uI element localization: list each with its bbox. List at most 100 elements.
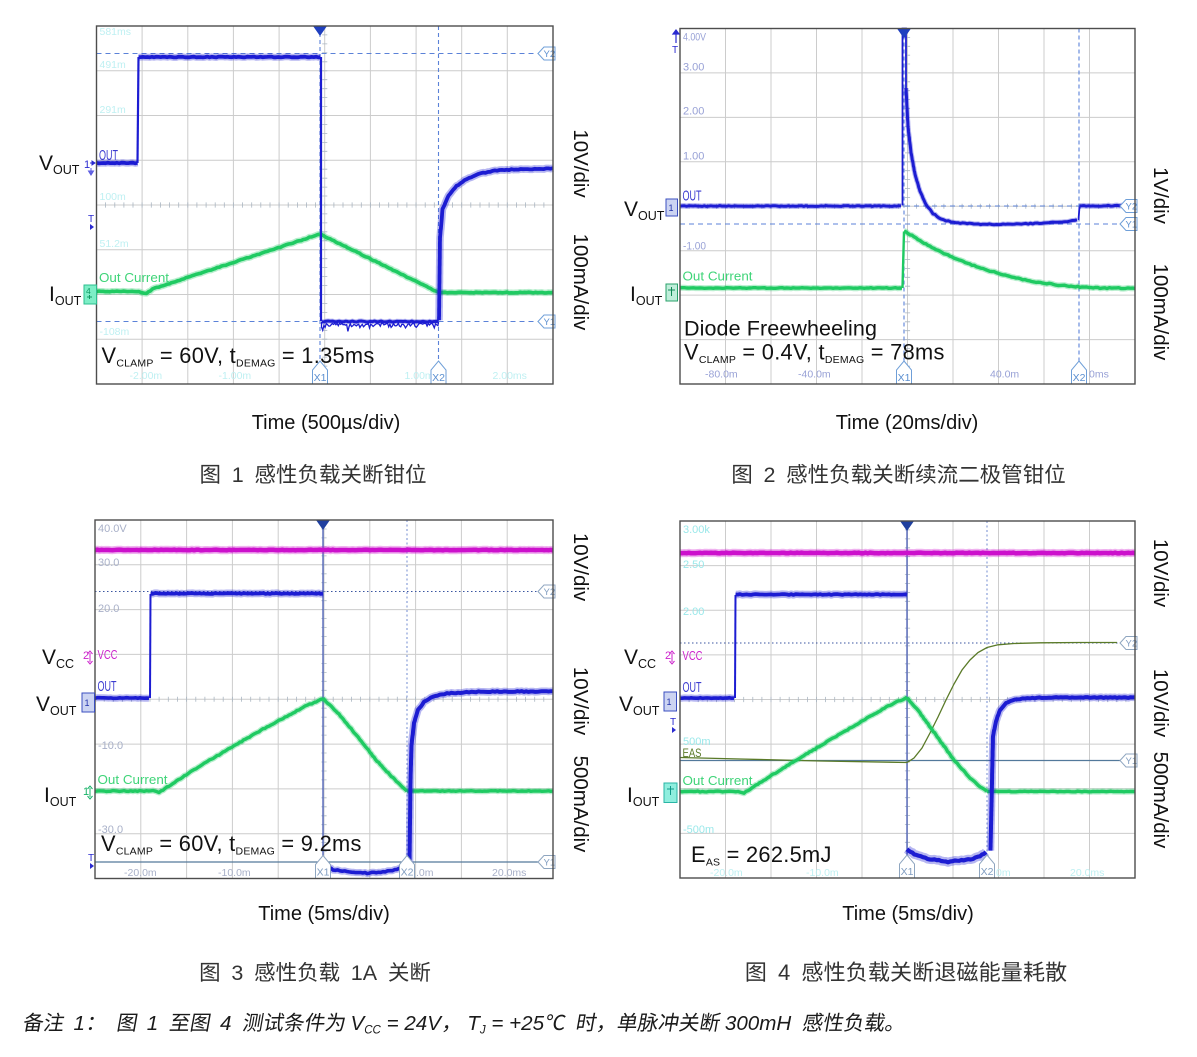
svg-text:40.0m: 40.0m [990,369,1019,381]
svg-text:500mA/div: 500mA/div [1149,752,1172,850]
svg-text:2.50: 2.50 [683,559,704,571]
svg-text:4: 4 [86,286,91,296]
svg-text:T: T [467,1012,481,1035]
svg-text:100m: 100m [100,191,127,203]
svg-text:OUT: OUT [683,188,702,205]
svg-text:3: 3 [231,961,243,985]
svg-text:.0m: .0m [416,867,434,879]
svg-text:Out Current: Out Current [99,271,170,285]
svg-text:X2: X2 [981,866,994,878]
svg-text:1: 1 [84,159,90,171]
svg-text:1.00m: 1.00m [405,370,434,382]
svg-text:T: T [88,214,94,225]
svg-text:20.0: 20.0 [98,603,119,615]
svg-text:500m: 500m [683,736,711,748]
svg-text:V: V [351,1012,367,1035]
svg-text:1.00: 1.00 [683,151,704,163]
svg-text:T: T [672,45,678,56]
svg-text:2.00ms: 2.00ms [493,370,527,382]
svg-text:Y1: Y1 [1126,756,1138,767]
svg-text:Out Current: Out Current [683,270,754,284]
svg-text:-500m: -500m [683,824,714,836]
svg-text:X2: X2 [432,372,445,384]
svg-text:3.00k: 3.00k [683,524,710,536]
svg-text:Time (500µs/div): Time (500µs/div) [252,412,401,434]
svg-text:Y2: Y2 [544,587,556,598]
svg-text:X1: X1 [314,372,327,384]
svg-text:2: 2 [764,463,776,487]
svg-text:4.00V: 4.00V [683,32,707,44]
svg-text:4: 4 [778,960,790,985]
svg-text:1: 1 [74,1012,85,1035]
svg-text:20.0ms: 20.0ms [1070,867,1104,879]
svg-text:100mA/div: 100mA/div [569,234,592,332]
svg-text:2: 2 [665,650,671,662]
svg-text:OUT: OUT [98,678,117,695]
svg-text:= 24V: = 24V [387,1012,444,1035]
svg-text:-10.0m: -10.0m [806,867,839,879]
svg-text:OUT: OUT [683,679,702,696]
svg-text:Out Current: Out Current [98,773,169,787]
svg-text:1: 1 [669,203,674,213]
svg-text:1A: 1A [351,961,378,985]
svg-text:Y1: Y1 [1126,220,1138,231]
svg-text:X2: X2 [1073,372,1086,384]
svg-text:Time (5ms/div): Time (5ms/div) [258,903,389,925]
svg-text:T: T [670,717,676,728]
svg-text:-10.0: -10.0 [98,740,123,752]
svg-text:OUT: OUT [99,147,118,164]
svg-text:VCC: VCC [683,649,703,663]
svg-text:Y1: Y1 [544,858,556,869]
svg-text:Y2: Y2 [1126,639,1138,650]
svg-text:0m: 0m [996,867,1011,879]
svg-text:10V/div: 10V/div [1149,669,1172,738]
svg-text:-1.00m: -1.00m [219,370,252,382]
svg-text:2: 2 [83,650,89,662]
svg-text:CC: CC [364,1025,381,1037]
svg-text:VCC: VCC [98,648,118,662]
svg-text:Y1: Y1 [544,317,556,328]
svg-text:10V/div: 10V/div [569,533,592,602]
svg-text:-2.00m: -2.00m [130,370,163,382]
svg-text:-20.0m: -20.0m [124,867,157,879]
svg-text:1: 1 [667,697,672,707]
svg-text:X1: X1 [898,372,911,384]
svg-text:-10.0m: -10.0m [218,867,251,879]
svg-text:10V/div: 10V/div [569,129,592,198]
svg-text:100mA/div: 100mA/div [1149,264,1172,362]
svg-text:Y2: Y2 [544,49,556,60]
svg-text:20.0ms: 20.0ms [492,867,526,879]
svg-text:J: J [479,1025,486,1037]
svg-text:291m: 291m [100,104,127,116]
svg-text:2.00: 2.00 [683,606,704,618]
svg-text:X2: X2 [401,867,414,879]
svg-text:4: 4 [220,1012,231,1035]
svg-text:30.0: 30.0 [98,557,119,569]
svg-text:40.0V: 40.0V [98,523,127,535]
svg-text:-80.0m: -80.0m [705,369,738,381]
svg-text:Time (20ms/div): Time (20ms/div) [836,412,979,434]
svg-text:-1.00: -1.00 [683,241,706,253]
svg-text:-30.0: -30.0 [98,824,123,836]
svg-text:1: 1 [232,463,244,487]
svg-text:X1: X1 [317,867,330,879]
svg-text:-40.0m: -40.0m [798,369,831,381]
svg-text:3.00: 3.00 [683,62,704,74]
svg-text:EAS = 262.5mJ: EAS = 262.5mJ [691,842,832,869]
svg-text:Y2: Y2 [1126,202,1138,213]
svg-text:= +25: = +25 [491,1012,544,1035]
svg-text:EAS: EAS [683,746,702,760]
svg-text:0ms: 0ms [1089,369,1109,381]
svg-text:T: T [88,853,94,864]
svg-text:1: 1 [147,1012,158,1035]
svg-text:491m: 491m [100,59,127,71]
svg-text:581ms: 581ms [100,26,132,38]
svg-text:51.2m: 51.2m [100,238,129,250]
svg-text:X1: X1 [901,866,914,878]
svg-text:Out Current: Out Current [683,774,754,788]
svg-text:300mH: 300mH [725,1012,792,1035]
svg-text:Time (5ms/div): Time (5ms/div) [842,903,973,925]
svg-text:-20.0m: -20.0m [710,867,743,879]
svg-text:Diode Freewheeling: Diode Freewheeling [684,317,877,341]
svg-text:10V/div: 10V/div [569,667,592,736]
